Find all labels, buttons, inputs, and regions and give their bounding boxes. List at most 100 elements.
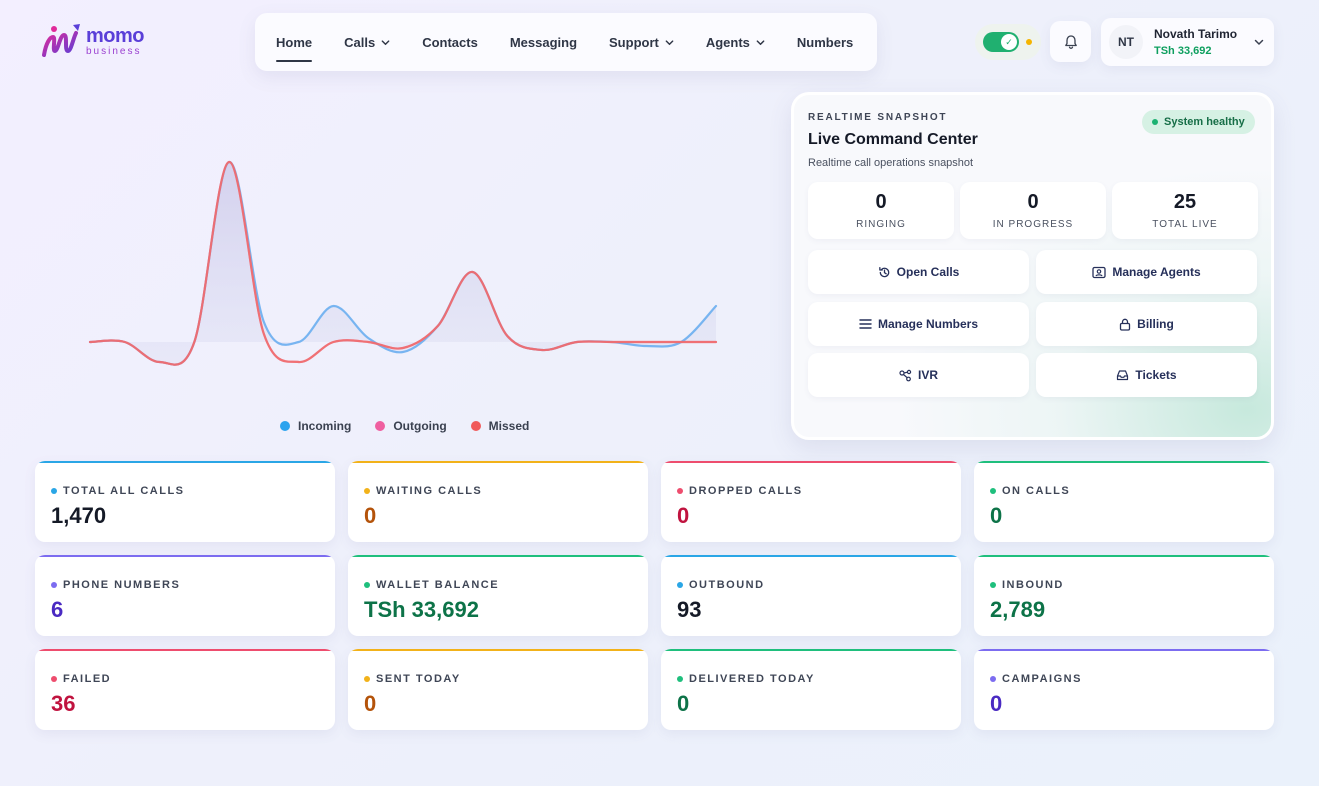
- metric-value: TSh 33,692: [364, 597, 479, 622]
- stat-in-progress: 0 IN PROGRESS: [960, 182, 1106, 239]
- metric-dot: [51, 582, 57, 588]
- user-balance: TSh 33,692: [1154, 45, 1212, 57]
- legend-label: Outgoing: [393, 419, 447, 433]
- billing-button[interactable]: Billing: [1036, 302, 1257, 346]
- status-dot: [1152, 119, 1158, 125]
- action-label: IVR: [917, 368, 938, 382]
- availability-toggle[interactable]: ✓: [975, 24, 1041, 60]
- legend-item-outgoing[interactable]: Outgoing: [375, 419, 447, 433]
- user-name: Novath Tarimo: [1154, 27, 1238, 41]
- legend-item-missed[interactable]: Missed: [470, 419, 530, 433]
- nav-label: Messaging: [509, 34, 578, 50]
- nav-label: Calls: [344, 34, 376, 50]
- metric-label-text: TOTAL ALL CALLS: [63, 485, 185, 497]
- metric-dot: [990, 488, 996, 494]
- metric-card-sent-today[interactable]: SENT TODAY 0: [348, 649, 648, 730]
- stat-total-live: 25 TOTAL LIVE: [1112, 182, 1258, 239]
- metric-card-wallet-balance[interactable]: WALLET BALANCE TSh 33,692: [348, 555, 648, 636]
- nav-label: Support: [609, 34, 659, 50]
- metric-value: 0: [364, 691, 377, 716]
- legend-dot: [470, 421, 481, 431]
- metric-dot: [364, 676, 370, 682]
- metric-label-text: FAILED: [63, 673, 112, 685]
- action-label: Tickets: [1135, 368, 1177, 382]
- live-command-center: REALTIME SNAPSHOT Live Command Center Re…: [791, 92, 1274, 440]
- legend-label: Missed: [488, 419, 530, 433]
- cc-subtitle: Realtime call operations snapshot: [808, 157, 974, 169]
- metric-card-waiting-calls[interactable]: WAITING CALLS 0: [348, 461, 648, 542]
- metric-dot: [677, 676, 683, 682]
- user-info: Novath Tarimo TSh 33,692: [1154, 27, 1237, 57]
- chevron-down-icon: [665, 39, 674, 45]
- metric-label: PHONE NUMBERS: [51, 579, 180, 591]
- metric-card-failed[interactable]: FAILED 36: [35, 649, 335, 730]
- nav-item-home[interactable]: Home: [276, 13, 313, 71]
- chart-legend: Incoming Outgoing Missed: [280, 419, 553, 433]
- brand-word: momo: [86, 24, 145, 47]
- metric-label: TOTAL ALL CALLS: [51, 485, 185, 497]
- metric-label-text: DROPPED CALLS: [689, 485, 803, 497]
- metric-card-delivered-today[interactable]: DELIVERED TODAY 0: [661, 649, 961, 730]
- metric-value: 0: [990, 503, 1003, 528]
- nav-item-contacts[interactable]: Contacts: [422, 13, 478, 71]
- metric-label: WAITING CALLS: [364, 485, 482, 497]
- metric-card-dropped-calls[interactable]: DROPPED CALLS 0: [661, 461, 961, 542]
- nav-label: Numbers: [796, 34, 854, 50]
- nav-label: Agents: [705, 34, 750, 50]
- status-badge: System healthy: [1142, 110, 1255, 134]
- metric-label: DELIVERED TODAY: [677, 673, 815, 685]
- manage-agents-button[interactable]: Manage Agents: [1036, 250, 1257, 294]
- metric-card-campaigns[interactable]: CAMPAIGNS 0: [974, 649, 1274, 730]
- metric-card-on-calls[interactable]: ON CALLS 0: [974, 461, 1274, 542]
- tickets-button[interactable]: Tickets: [1036, 353, 1257, 397]
- cc-title: Live Command Center: [808, 131, 978, 148]
- metric-label: INBOUND: [990, 579, 1064, 591]
- action-label: Billing: [1137, 317, 1174, 331]
- nav-item-calls[interactable]: Calls: [344, 13, 390, 71]
- nav-item-numbers[interactable]: Numbers: [797, 13, 853, 71]
- chart-area-fill: [90, 161, 716, 365]
- metric-label-text: SENT TODAY: [376, 673, 461, 685]
- metric-label-text: WAITING CALLS: [376, 485, 483, 497]
- chevron-down-icon: [756, 39, 765, 45]
- brand-logo[interactable]: momo business: [40, 20, 150, 62]
- metric-label-text: ON CALLS: [1002, 485, 1071, 497]
- momo-logo-icon: [42, 24, 80, 57]
- metric-label: WALLET BALANCE: [364, 579, 499, 591]
- manage-numbers-button[interactable]: Manage Numbers: [808, 302, 1029, 346]
- nav-item-support[interactable]: Support: [609, 13, 674, 71]
- metric-card-outbound[interactable]: OUTBOUND 93: [661, 555, 961, 636]
- metric-card-inbound[interactable]: INBOUND 2,789: [974, 555, 1274, 636]
- nav-item-agents[interactable]: Agents: [706, 13, 765, 71]
- action-label: Manage Agents: [1112, 265, 1201, 279]
- status-dot: [1026, 39, 1032, 45]
- stat-label: RINGING: [856, 219, 906, 230]
- metric-label-text: OUTBOUND: [689, 579, 765, 591]
- metric-card-total-all-calls[interactable]: TOTAL ALL CALLS 1,470: [35, 461, 335, 542]
- legend-dot: [375, 421, 386, 431]
- calls-chart: [88, 160, 718, 366]
- metric-value: 0: [364, 503, 377, 528]
- toggle-switch[interactable]: ✓: [983, 32, 1019, 52]
- metric-value: 0: [990, 691, 1003, 716]
- nav-item-messaging[interactable]: Messaging: [510, 13, 577, 71]
- metric-dot: [364, 488, 370, 494]
- legend-dot: [280, 421, 290, 431]
- stat-label: TOTAL LIVE: [1152, 219, 1218, 230]
- stat-value: 25: [1173, 191, 1197, 213]
- stat-value: 0: [1027, 191, 1039, 213]
- metric-card-phone-numbers[interactable]: PHONE NUMBERS 6: [35, 555, 335, 636]
- metric-label: CAMPAIGNS: [990, 673, 1082, 685]
- metric-label-text: WALLET BALANCE: [376, 579, 500, 591]
- legend-item-incoming[interactable]: Incoming: [280, 419, 351, 433]
- ivr-button[interactable]: IVR: [808, 353, 1029, 397]
- user-menu[interactable]: NT Novath Tarimo TSh 33,692: [1101, 18, 1274, 66]
- open-calls-button[interactable]: Open Calls: [808, 250, 1029, 294]
- cc-eyebrow: REALTIME SNAPSHOT: [808, 112, 948, 123]
- history-icon: [878, 266, 889, 277]
- main-nav: Home Calls Contacts Messaging Support Ag…: [255, 13, 877, 71]
- check-icon: ✓: [1001, 34, 1017, 50]
- notifications-button[interactable]: [1050, 21, 1091, 62]
- bell-icon: [1064, 34, 1077, 49]
- metric-value: 1,470: [51, 503, 107, 528]
